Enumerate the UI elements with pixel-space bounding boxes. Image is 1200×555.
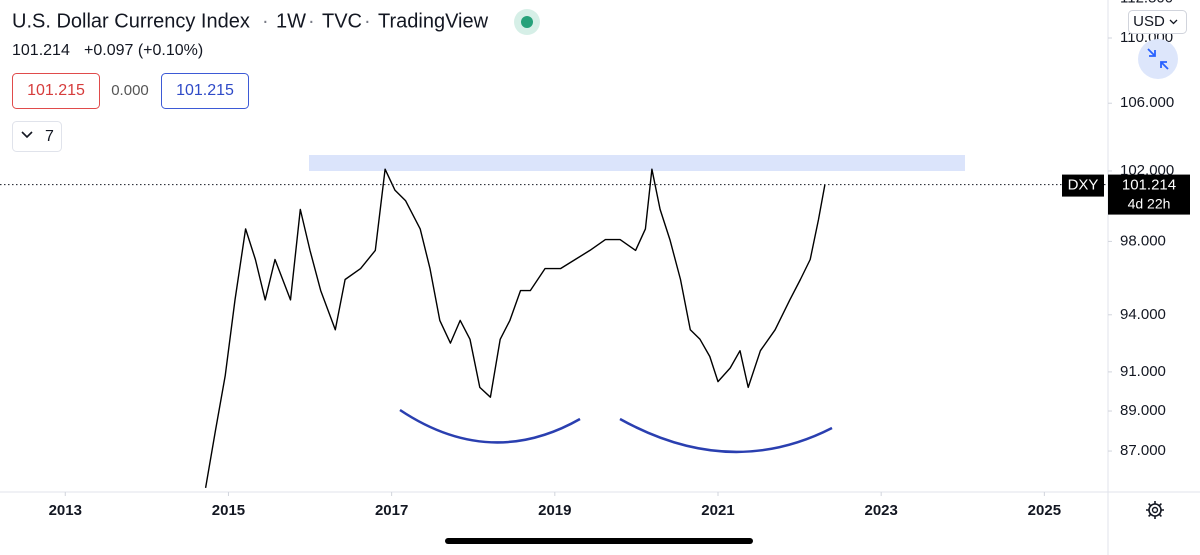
separator: · (262, 10, 269, 32)
indicator-count[interactable]: 7 (45, 128, 54, 145)
arc-drawing (399, 408, 581, 444)
x-tick-label: 2015 (212, 502, 245, 519)
home-indicator (445, 538, 753, 544)
scale-icon (1147, 48, 1169, 70)
countdown: 4d 22h (1128, 195, 1171, 211)
source: TradingView (378, 10, 489, 32)
currency-button[interactable] (1128, 10, 1187, 34)
y-tick-label: 94.000 (1120, 306, 1166, 323)
symbol: DXY (1068, 177, 1099, 194)
y-tick-label: 91.000 (1120, 363, 1166, 380)
ask-button[interactable] (161, 73, 249, 109)
change: +0.097 (+0.10%) (84, 42, 203, 59)
last-price: 101.214 (12, 42, 70, 59)
y-tick-label: 89.000 (1120, 402, 1166, 419)
price-label: 101.214 (1122, 177, 1176, 194)
currency[interactable]: USD (1133, 13, 1165, 30)
separator: · (364, 10, 371, 32)
exchange: TVC (322, 10, 362, 32)
chevron-icon (1169, 19, 1178, 25)
chevron-icon (21, 131, 33, 139)
x-tick-label: 2025 (1028, 502, 1061, 519)
x-tick-label: 2023 (864, 502, 897, 519)
resistance-zone (309, 155, 965, 171)
settings-icon[interactable] (1146, 501, 1164, 519)
symbol-box (1062, 174, 1104, 197)
x-tick-label: 2019 (538, 502, 571, 519)
x-tick-label: 2013 (49, 502, 82, 519)
scale-button[interactable] (1138, 39, 1178, 79)
y-tick-label: 98.000 (1120, 232, 1166, 249)
y-tick-label: 106.000 (1120, 94, 1174, 111)
bid-button[interactable] (12, 73, 100, 109)
price-line (204, 168, 826, 489)
x-tick-label: 2017 (375, 502, 408, 519)
arc-drawing (619, 417, 833, 454)
price-box (1108, 174, 1190, 215)
plot (204, 168, 826, 489)
bid[interactable]: 101.215 (27, 82, 85, 99)
y-tick-label: 87.000 (1120, 442, 1166, 459)
spread: 0.000 (111, 82, 149, 99)
axes: 87.00089.00091.00094.00098.000102.000106… (49, 0, 1175, 519)
interval: 1W (276, 10, 306, 32)
y-tick-label: 112.500 (1120, 0, 1173, 6)
status-dot (521, 16, 533, 28)
ask[interactable]: 101.215 (176, 82, 234, 99)
indicator-toggle[interactable] (12, 121, 62, 152)
x-tick-label: 2021 (701, 502, 734, 519)
title: U.S. Dollar Currency Index (12, 10, 250, 32)
separator: · (308, 10, 315, 32)
